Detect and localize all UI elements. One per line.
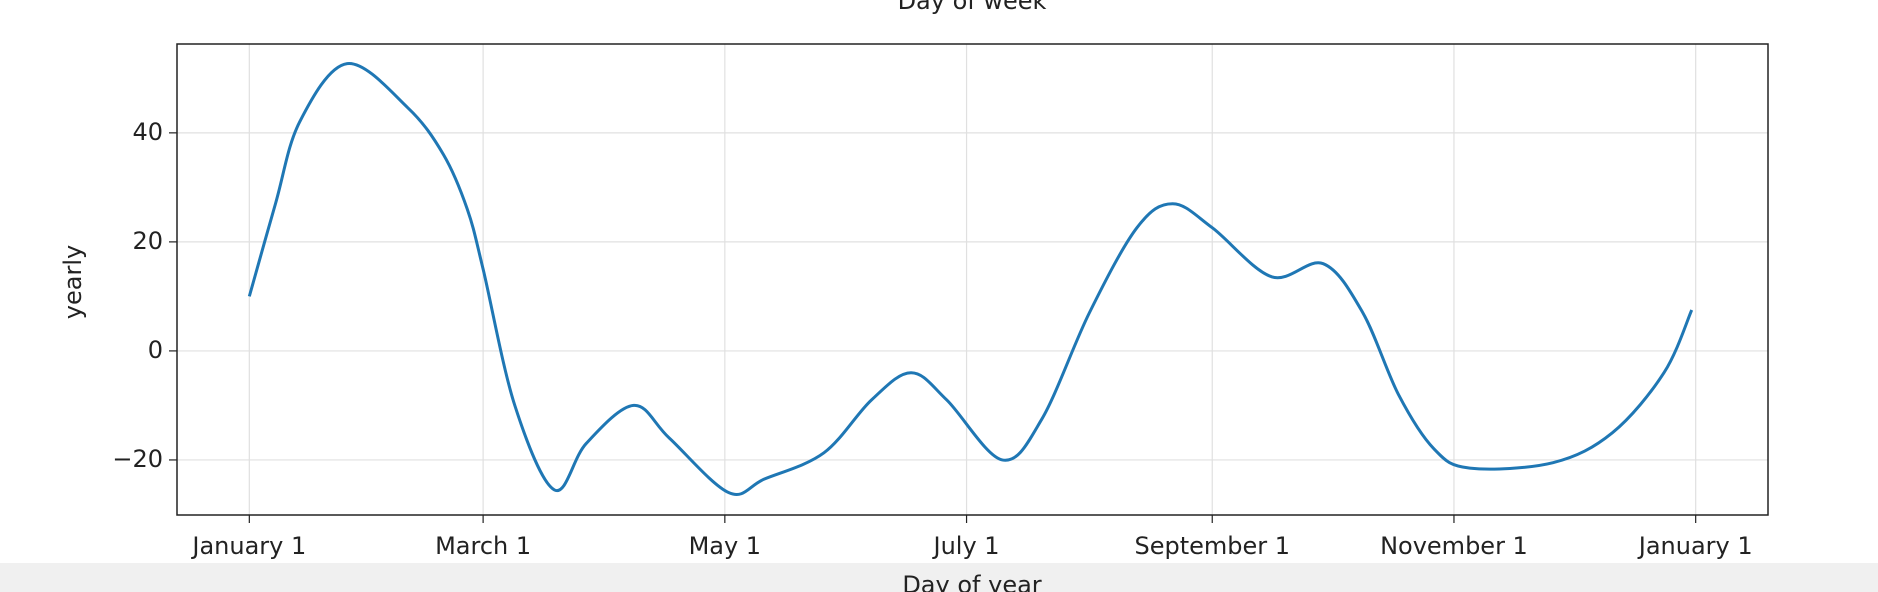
x-tick-label: September 1: [1134, 532, 1290, 560]
bottom-band: [0, 563, 1878, 592]
y-tick-label: 40: [132, 118, 163, 146]
x-tick-label: January 1: [190, 532, 306, 560]
x-tick-label: March 1: [435, 532, 531, 560]
x-tick-label: May 1: [689, 532, 762, 560]
y-tick-label: −20: [112, 445, 163, 473]
y-tick-label: 0: [148, 336, 163, 364]
plot-frame: [176, 43, 1769, 516]
x-axis-label: Day of year: [902, 571, 1041, 592]
y-tick-label: 20: [132, 227, 163, 255]
x-tick-label: July 1: [932, 532, 1000, 560]
x-tick-label: January 1: [1637, 532, 1753, 560]
x-tick-label: November 1: [1380, 532, 1528, 560]
y-axis-label: yearly: [59, 245, 87, 319]
series-line: [247, 62, 1694, 496]
chart-title: Day of week: [898, 0, 1047, 15]
